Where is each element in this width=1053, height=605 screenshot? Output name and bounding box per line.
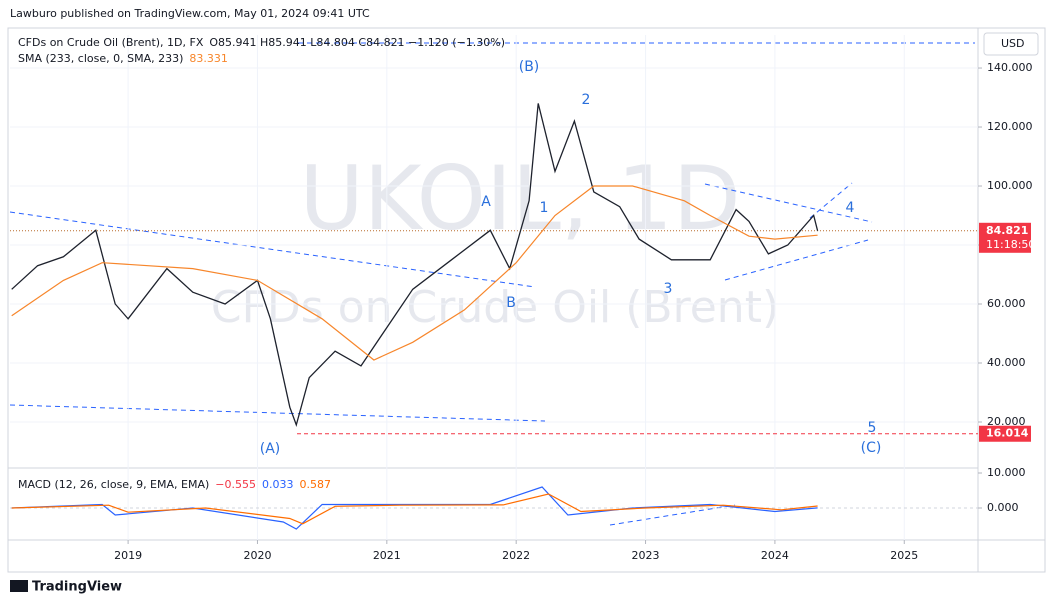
series-line — [11, 486, 818, 530]
wave-label: B — [506, 295, 516, 311]
trend-line — [704, 183, 873, 223]
wave-label: 1 — [540, 200, 549, 216]
wave-label: (A) — [260, 441, 281, 457]
trend-line — [609, 504, 736, 526]
series-line — [11, 493, 818, 525]
legend-value: 0.033 — [262, 478, 294, 491]
legend-title: CFDs on Crude Oil (Brent), 1D, FX — [18, 36, 204, 49]
price-tag — [979, 425, 1031, 442]
y-tick-label: 0.000 — [987, 501, 1019, 514]
x-tick-label: 2024 — [761, 549, 789, 562]
legend-title: MACD (12, 26, close, 9, EMA, EMA) — [18, 478, 209, 491]
y-tick-label: 40.000 — [987, 356, 1026, 369]
wave-label: (C) — [861, 440, 882, 456]
price-tag-label: 84.821 — [986, 224, 1028, 237]
y-tick-label: 120.000 — [987, 120, 1033, 133]
logo — [10, 580, 28, 592]
currency-box[interactable] — [983, 32, 1039, 56]
header: Lawburo published on TradingView.com, Ma… — [10, 7, 370, 20]
trend-line — [9, 211, 536, 288]
legend-indicator-value: 83.331 — [189, 52, 228, 65]
price-tag — [979, 222, 1031, 253]
wave-label: 2 — [582, 92, 591, 108]
x-tick-label: 2020 — [243, 549, 271, 562]
series-line — [11, 185, 818, 361]
price-tag-label: 16.014 — [986, 427, 1029, 440]
legend-value: −0.555 — [215, 478, 256, 491]
footer: TradingView — [32, 580, 122, 595]
y-tick-label: 140.000 — [987, 61, 1033, 74]
currency[interactable]: USD — [1001, 37, 1025, 50]
watermark: CFDs on Crude Oil (Brent) — [211, 282, 779, 333]
y-tick-label: 60.000 — [987, 297, 1026, 310]
x-tick-label: 2025 — [890, 549, 918, 562]
frame — [7, 27, 1046, 573]
y-tick-label: 10.000 — [987, 466, 1026, 479]
wave-label: 5 — [868, 420, 877, 436]
x-tick-label: 2021 — [373, 549, 401, 562]
x-tick-label: 2019 — [114, 549, 142, 562]
trend-line — [809, 182, 853, 219]
wave-label: (B) — [519, 59, 540, 75]
legend-ohlc: O85.941 H85.941 L84.804 C84.821 −1.120 (… — [209, 36, 505, 49]
price-tag-countdown: 11:18:50 — [986, 238, 1035, 251]
x-tick-label: 2022 — [502, 549, 530, 562]
y-tick-label: 20.000 — [987, 415, 1026, 428]
legend-indicator: SMA (233, close, 0, SMA, 233) — [18, 52, 183, 65]
x-tick-label: 2023 — [632, 549, 660, 562]
series-line — [11, 103, 819, 428]
trend-line — [724, 239, 869, 281]
wave-label: A — [481, 194, 491, 210]
wave-label: 3 — [664, 281, 673, 297]
wave-label: 4 — [846, 200, 855, 216]
y-tick-label: 100.000 — [987, 179, 1033, 192]
legend-value: 0.587 — [300, 478, 332, 491]
